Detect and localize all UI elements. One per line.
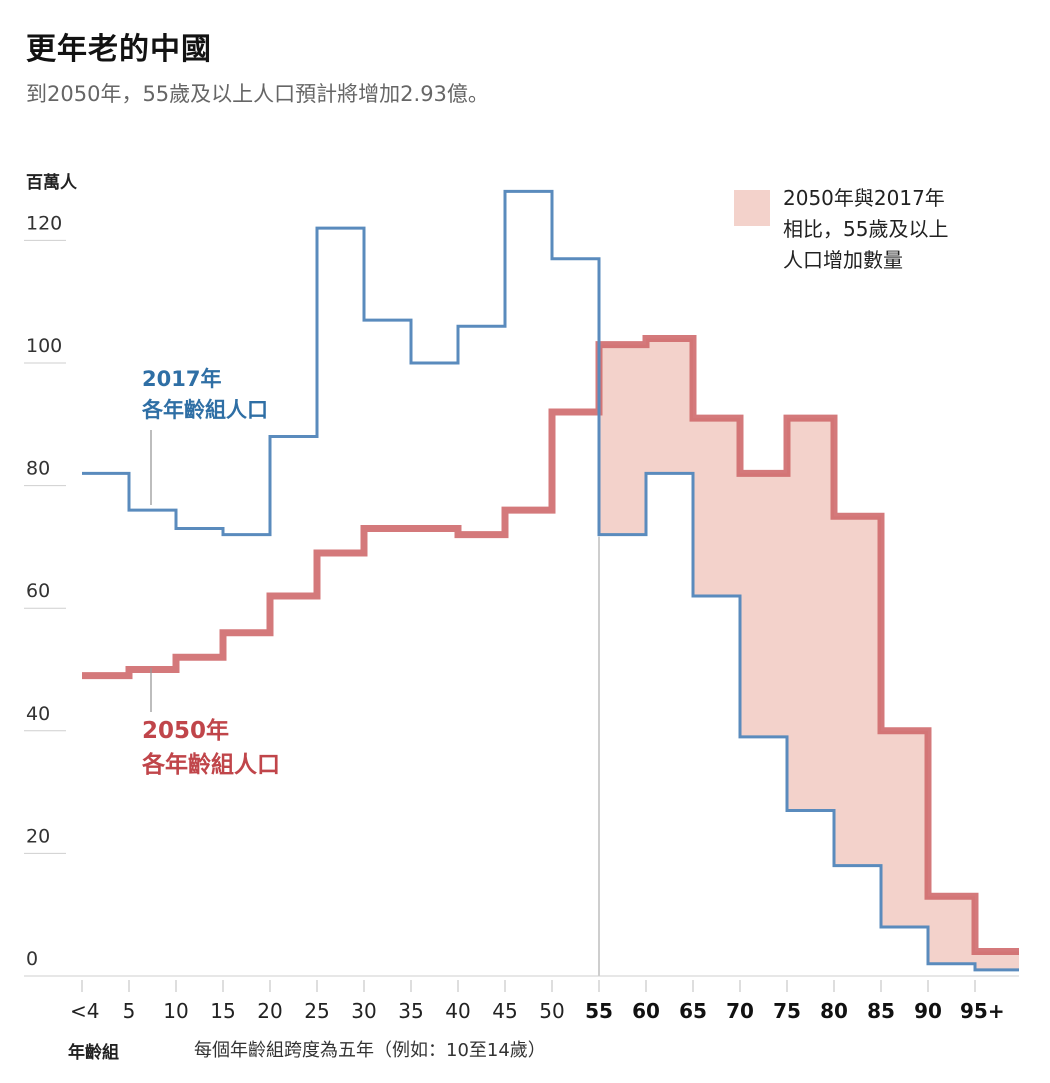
y-axis-unit-label: 百萬人 xyxy=(26,172,78,193)
y-tick-label-20: 20 xyxy=(26,825,50,847)
x-tick-label-10: 50 xyxy=(539,999,564,1023)
x-tick-label-2: 10 xyxy=(163,999,188,1023)
x-tick-label-13: 65 xyxy=(679,999,707,1023)
x-tick-label-18: 90 xyxy=(914,999,942,1023)
x-tick-label-19: 95+ xyxy=(960,999,1005,1023)
series-2050-line xyxy=(82,334,1019,955)
x-tick-label-14: 70 xyxy=(726,999,754,1023)
annotation-2050-year: 2050年 xyxy=(142,717,229,744)
y-tick-label-40: 40 xyxy=(26,703,50,725)
x-tick-label-15: 75 xyxy=(773,999,801,1023)
x-tick-label-9: 45 xyxy=(492,999,517,1023)
annotation-2050-label: 各年齡組人口 xyxy=(141,751,280,778)
x-tick-label-0: <4 xyxy=(70,999,99,1023)
x-tick-label-11: 55 xyxy=(585,999,613,1023)
x-tick-label-1: 5 xyxy=(123,999,136,1023)
x-tick-label-6: 30 xyxy=(351,999,376,1023)
x-tick-label-5: 25 xyxy=(304,999,329,1023)
chart-title: 更年老的中國 xyxy=(26,32,212,67)
annotation-2017-year: 2017年 xyxy=(142,367,221,391)
x-axis: <4 5 10 15 20 25 30 35 40 45 50 55 60 65 70 75 80 85 90 95+ xyxy=(30,975,1019,1023)
increase-fill-area xyxy=(599,338,1019,970)
y-tick-label-0: 0 xyxy=(26,948,38,970)
legend-line-3: 人口增加數量 xyxy=(783,248,903,272)
y-tick-label-100: 100 xyxy=(26,335,62,357)
y-tick-label-60: 60 xyxy=(26,580,50,602)
chart-subtitle: 到2050年，55歲及以上人口預計將增加2.93億。 xyxy=(26,82,489,106)
x-tick-label-4: 20 xyxy=(257,999,282,1023)
x-tick-label-12: 60 xyxy=(632,999,660,1023)
x-tick-label-7: 35 xyxy=(398,999,423,1023)
x-tick-label-8: 40 xyxy=(445,999,470,1023)
y-tick-label-120: 120 xyxy=(26,212,62,234)
x-tick-label-17: 85 xyxy=(867,999,895,1023)
x-tick-label-3: 15 xyxy=(210,999,235,1023)
annotation-2017-label: 各年齡組人口 xyxy=(141,398,268,422)
legend-line-2: 相比，55歲及以上 xyxy=(783,217,948,241)
series-2017-line xyxy=(82,189,1019,972)
x-tick-label-16: 80 xyxy=(820,999,848,1023)
x-axis-title: 年齡組 xyxy=(68,1042,119,1063)
grid-layer: 0 20 40 60 80 100 120 xyxy=(24,212,66,977)
y-tick-label-80: 80 xyxy=(26,458,50,480)
age-group-note: 每個年齡組跨度為五年（例如：10至14歲） xyxy=(194,1040,546,1061)
legend-line-1: 2050年與2017年 xyxy=(783,186,945,210)
legend-swatch xyxy=(734,190,770,226)
